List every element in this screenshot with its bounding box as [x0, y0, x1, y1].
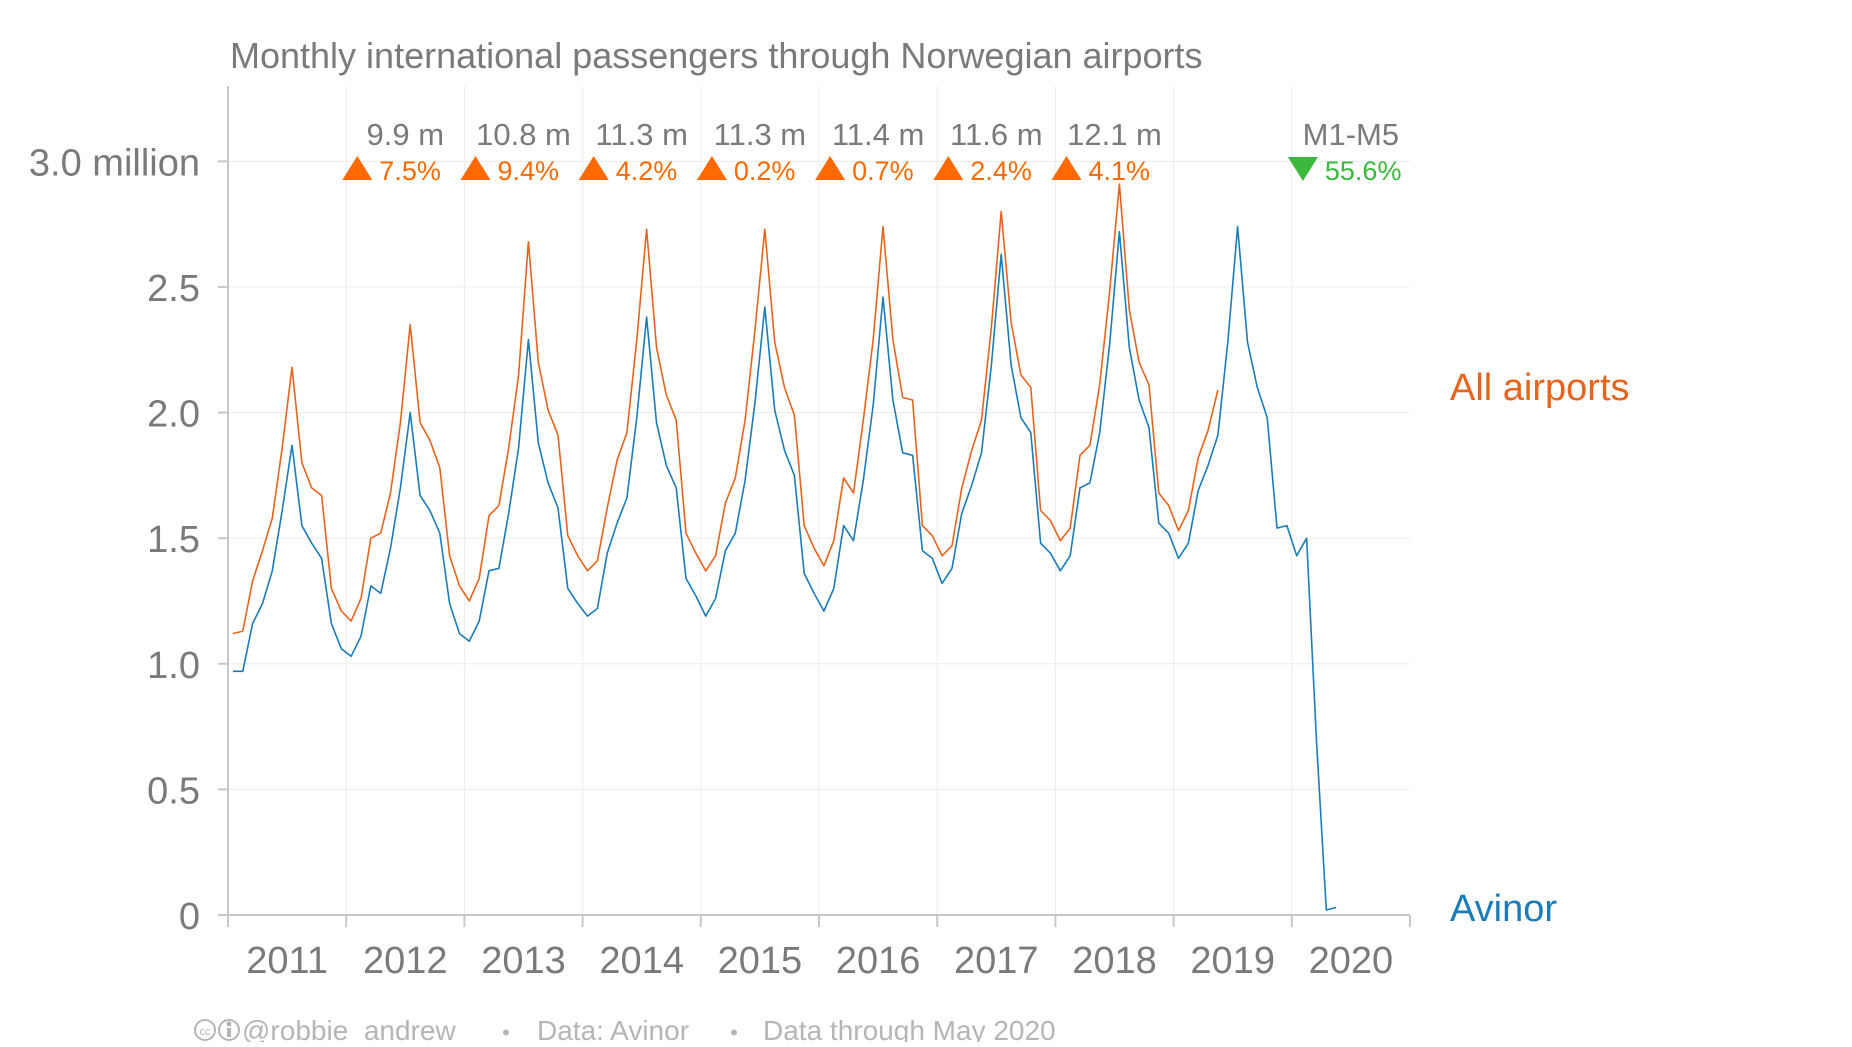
annotation-2020: M1-M5 55.6% [1287, 117, 1402, 186]
x-tick-label: 2015 [718, 940, 803, 982]
annotation-2015: 11.3 m 0.2% [696, 117, 806, 186]
annotation-total: M1-M5 [1303, 117, 1399, 152]
triangle-up-icon [1051, 156, 1082, 180]
y-tick-label: 1.0 [147, 645, 200, 687]
y-tick-label: 2.0 [147, 394, 200, 436]
footer-author: @robbie_andrew [242, 1015, 456, 1042]
y-tick-label: 1.5 [147, 519, 200, 561]
triangle-up-icon [933, 156, 964, 180]
annotation-total: 11.3 m [714, 117, 806, 152]
axis-layer: 0 0.5 1.0 1.5 2.0 2.5 3.0 million 2011 2012 2013 2… [29, 86, 1411, 982]
triangle-down-icon [1287, 157, 1318, 181]
x-tick-label: 2016 [836, 940, 921, 982]
annotation-2013: 10.8 m 9.4% [460, 117, 571, 186]
y-tick-label: 3.0 million [29, 142, 200, 184]
x-tick-label: 2018 [1072, 940, 1157, 982]
x-tick-label: 2013 [481, 940, 566, 982]
grid-layer [228, 86, 1410, 915]
annotation-2018: 12.1 m 4.1% [1051, 117, 1162, 186]
y-tick-label: 2.5 [147, 268, 200, 310]
annotation-layer: 9.9 m7.5%10.8 m9.4%11.3 m4.2%11.3 m0.2%1… [342, 117, 1401, 186]
triangle-up-icon [815, 156, 846, 180]
annotation-total: 9.9 m [367, 117, 445, 152]
annotation-change: 7.5% [379, 156, 441, 186]
series-line-all-airports [232, 183, 1219, 635]
annotation-total: 12.1 m [1067, 117, 1162, 152]
annotation-change: 0.7% [852, 156, 914, 186]
annotation-change: 2.4% [970, 156, 1032, 186]
annotation-total: 10.8 m [476, 117, 571, 152]
triangle-up-icon [342, 156, 373, 180]
cc-icon-glyph: cc [200, 1026, 212, 1038]
series-line-avinor [232, 225, 1337, 911]
annotation-change: 4.2% [616, 156, 678, 186]
annotation-total: 11.3 m [595, 117, 687, 152]
annotation-2016: 11.4 m 0.7% [815, 117, 924, 186]
footer-separator: • [502, 1020, 510, 1042]
footer-note: Data through May 2020 [763, 1015, 1056, 1042]
x-tick-label: 2017 [954, 940, 1039, 982]
series-label-avinor: Avinor [1450, 888, 1557, 930]
triangle-up-icon [578, 156, 609, 180]
footer-source: Data: Avinor [537, 1015, 689, 1042]
series-layer [232, 183, 1337, 911]
triangle-up-icon [696, 156, 727, 180]
x-tick-label: 2019 [1190, 940, 1275, 982]
x-tick-label: 2014 [599, 940, 684, 982]
triangle-up-icon [460, 156, 491, 180]
y-tick-label: 0.5 [147, 770, 200, 812]
annotation-change: 55.6% [1325, 156, 1402, 186]
x-tick-label: 2011 [246, 940, 328, 982]
cc-by-icon: cc [194, 1019, 240, 1041]
annotation-change: 0.2% [734, 156, 796, 186]
footer-separator: • [730, 1020, 738, 1042]
annotation-2012: 9.9 m 7.5% [342, 117, 444, 186]
annotation-total: 11.4 m [832, 117, 924, 152]
annotation-total: 11.6 m [950, 117, 1042, 152]
annotation-2014: 11.3 m 4.2% [578, 117, 688, 186]
y-tick-label: 0 [179, 896, 200, 938]
series-label-all-airports: All airports [1450, 367, 1630, 409]
annotation-2017: 11.6 m 2.4% [933, 117, 1043, 186]
footer: cc @robbie_andrew • Data: Avinor • Data … [194, 1015, 1056, 1046]
chart-title: Monthly international passengers through… [230, 35, 1203, 76]
annotation-change: 9.4% [498, 156, 560, 186]
x-tick-label: 2012 [363, 940, 448, 982]
x-tick-label: 2020 [1309, 940, 1394, 982]
annotation-change: 4.1% [1089, 156, 1151, 186]
